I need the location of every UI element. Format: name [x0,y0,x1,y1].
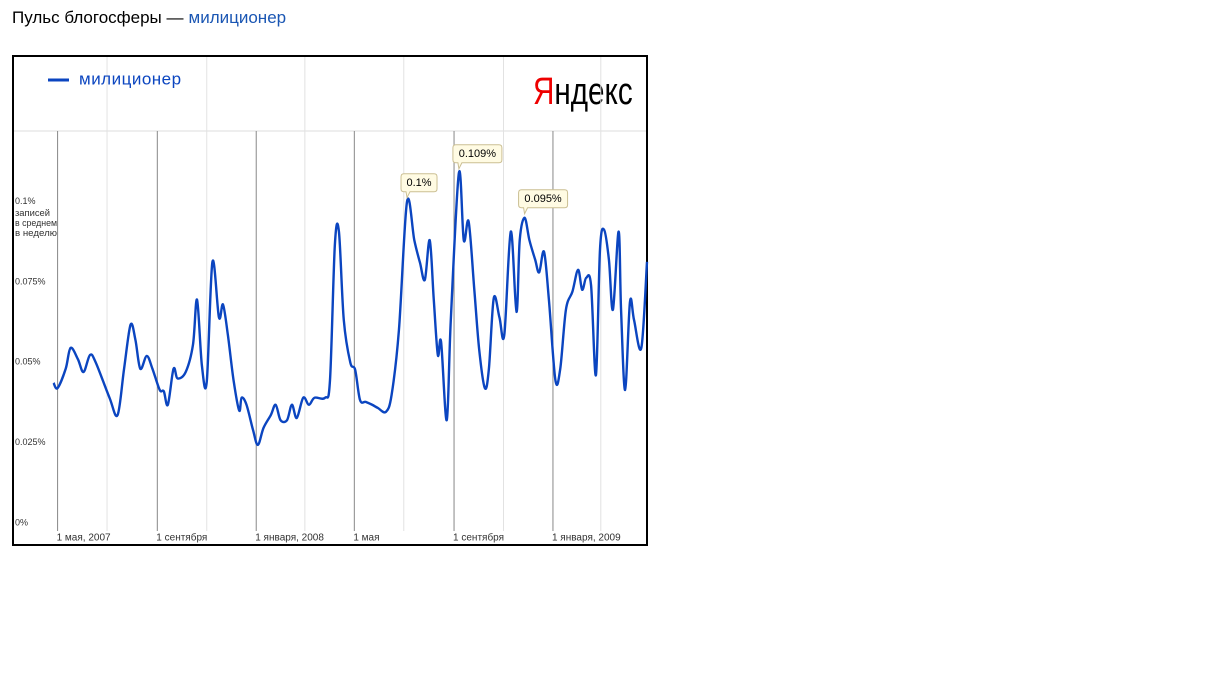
x-tick-label: 1 сентября [453,532,504,544]
chart-frame [12,55,648,546]
x-tick-label: 1 января, 2008 [255,533,324,544]
logo-rest: ндекс [554,71,632,113]
series-line [52,170,649,447]
callout [518,189,569,216]
y-tick-label: 0.1% [15,196,36,206]
title-text: Пульс блогосферы — [12,8,184,27]
data-label: 0.095% [524,193,562,205]
y-tick-label: 0.025% [15,437,46,447]
x-tick-label: 1 сентября [156,532,207,544]
legend-label: милиционер [79,69,182,88]
x-tick-label: 1 января, 2009 [552,533,621,544]
y-axis-label: в неделю [15,228,57,238]
y-tick-label: 0% [15,517,28,527]
logo-first: Я [533,71,554,113]
page-title: Пульс блогосферы — милиционер [12,8,286,27]
y-axis-label: записей [15,208,50,218]
x-tick-label: 1 мая, 2007 [57,533,111,544]
callout [452,144,503,171]
x-tick-label: 1 мая [353,533,379,544]
callout [400,173,438,200]
y-axis-label: в среднем [15,218,57,228]
data-label: 0.1% [406,177,431,189]
y-tick-label: 0.05% [15,357,41,367]
data-label: 0.109% [459,148,497,160]
y-tick-label: 0.075% [15,276,46,286]
query-link[interactable]: милиционер [189,8,287,27]
logo: Яндекс [533,71,633,113]
